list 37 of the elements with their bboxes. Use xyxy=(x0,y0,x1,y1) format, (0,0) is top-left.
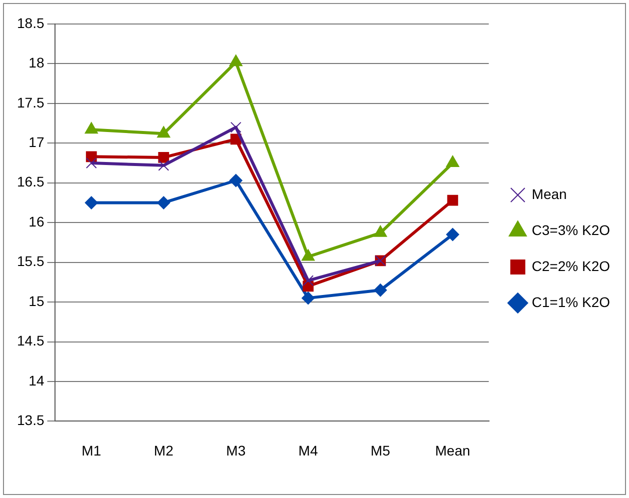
x-tick-label: M4 xyxy=(298,442,318,458)
y-tick-label: 15 xyxy=(28,292,44,309)
point xyxy=(229,54,242,66)
y-tick-label: 15.5 xyxy=(17,253,44,270)
y-tick-label: 14 xyxy=(28,372,44,388)
y-tick-label: 17 xyxy=(28,134,44,150)
point xyxy=(302,292,315,305)
point xyxy=(229,174,242,187)
legend-label: C1=1% K2O xyxy=(532,294,610,310)
point xyxy=(447,194,458,206)
x-tick-label: Mean xyxy=(435,442,470,458)
point xyxy=(446,228,460,242)
point xyxy=(84,122,98,134)
y-tick-label: 14.5 xyxy=(17,332,44,349)
point xyxy=(157,196,170,210)
y-tick-label: 13.5 xyxy=(17,412,44,428)
point xyxy=(446,156,460,168)
point xyxy=(230,122,242,133)
point xyxy=(374,284,387,297)
y-tick-label: 16 xyxy=(28,213,44,230)
x-tick-label: M2 xyxy=(154,442,174,458)
y-tick-label: 16.5 xyxy=(17,174,44,190)
x-tick-label: M5 xyxy=(370,442,390,458)
legend-label: C3=3% K2O xyxy=(532,222,610,238)
point xyxy=(158,160,170,171)
legend-label: Mean xyxy=(532,186,567,202)
y-tick-label: 18 xyxy=(28,54,44,71)
point xyxy=(302,275,314,286)
x-tick-label: M3 xyxy=(226,442,246,458)
point xyxy=(157,126,170,138)
point xyxy=(86,158,97,168)
legend-label: C2=2% K2O xyxy=(532,258,610,274)
x-tick-label: M1 xyxy=(82,442,102,458)
point xyxy=(84,196,98,210)
y-tick-label: 18.5 xyxy=(17,14,44,31)
point xyxy=(158,152,170,163)
y-tick-label: 17.5 xyxy=(17,94,44,110)
